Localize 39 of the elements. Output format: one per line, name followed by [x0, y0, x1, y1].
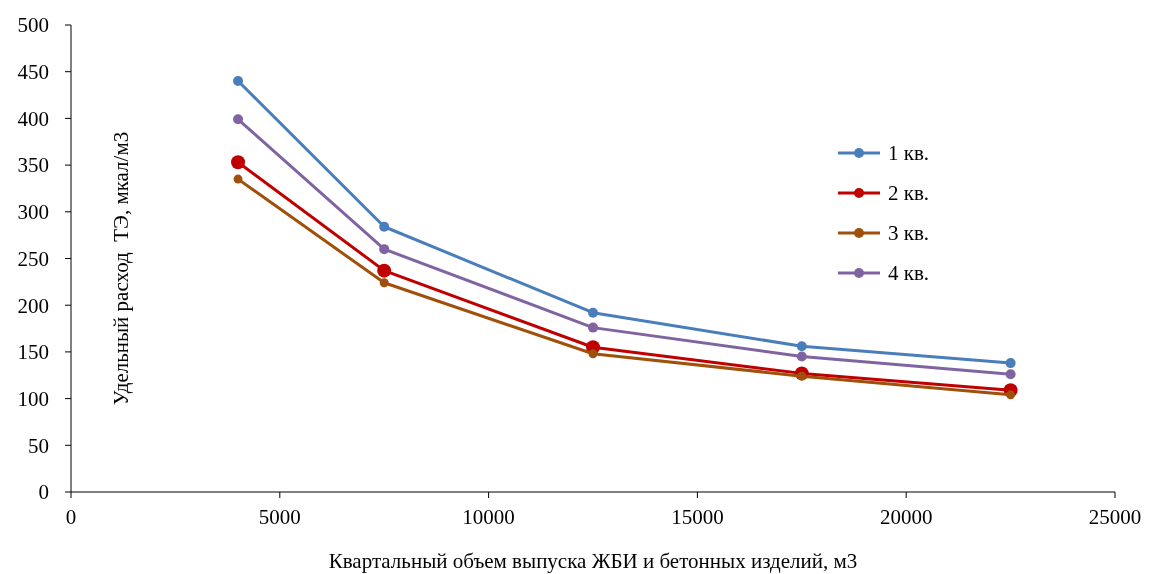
x-tick-label: 15000: [671, 505, 724, 529]
x-tick-label: 10000: [462, 505, 515, 529]
y-tick-label: 100: [17, 386, 49, 411]
point: [588, 349, 598, 359]
y-tick-label: 0: [38, 480, 49, 505]
x-axis-title: Квартальный объем выпуска ЖБИ и бетонных изделий, м3: [328, 549, 858, 573]
point: [1006, 390, 1016, 400]
point: [796, 341, 807, 352]
y-tick-label: 400: [17, 106, 49, 131]
y-tick-label: 300: [17, 200, 49, 225]
point: [588, 322, 598, 333]
y-tick-label: 50: [28, 433, 49, 458]
x-tick-label: 25000: [1088, 505, 1142, 529]
point: [231, 155, 246, 170]
point: [1005, 369, 1016, 380]
y-axis-title: Удельный расход ТЭ, мкал/м3: [109, 131, 133, 406]
x-tick-label: 0: [65, 505, 77, 529]
x-tick-label: 5000: [258, 505, 301, 529]
legend-label: 3 кв.: [888, 221, 930, 246]
y-tick-label: 500: [17, 13, 49, 38]
point: [233, 114, 244, 125]
legend-label: 4 кв.: [888, 261, 930, 286]
y-tick-label: 250: [17, 246, 49, 271]
legend-label: 2 кв.: [888, 181, 930, 206]
y-tick-label: 200: [17, 293, 49, 318]
point: [233, 76, 244, 87]
y-tick-label: 150: [17, 340, 49, 365]
legend-label: 1 кв.: [888, 141, 930, 166]
point: [379, 244, 390, 255]
point: [379, 278, 389, 288]
point: [1005, 358, 1016, 369]
y-tick-label: 450: [17, 60, 49, 85]
y-tick-label: 350: [17, 153, 49, 178]
point: [233, 174, 243, 184]
point: [379, 221, 390, 232]
point: [588, 307, 598, 318]
point: [377, 263, 392, 278]
point: [796, 351, 807, 362]
x-tick-label: 20000: [879, 505, 933, 529]
